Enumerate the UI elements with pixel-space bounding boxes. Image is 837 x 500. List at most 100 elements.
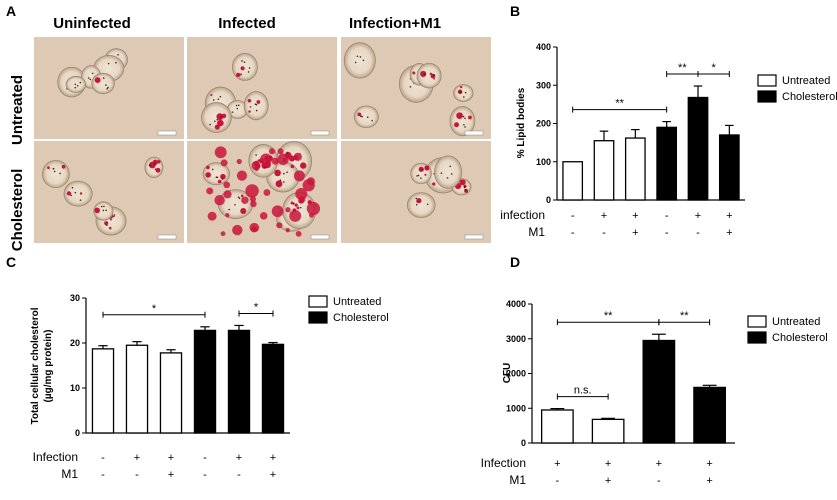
y-tick-label: 0 bbox=[75, 428, 80, 438]
cell-shape bbox=[449, 106, 476, 137]
granule bbox=[105, 209, 107, 212]
lipid-body bbox=[216, 113, 224, 121]
granule bbox=[59, 172, 61, 175]
granule bbox=[231, 111, 234, 113]
granule bbox=[107, 86, 109, 89]
condition-sign: + bbox=[632, 210, 638, 222]
lipid-body bbox=[256, 100, 261, 104]
significance-label: ** bbox=[604, 310, 613, 322]
lipid-body bbox=[214, 124, 220, 130]
lipid-body bbox=[424, 165, 430, 171]
bar bbox=[693, 386, 727, 444]
granule bbox=[464, 117, 466, 120]
cell-shape bbox=[406, 192, 436, 218]
granule bbox=[249, 106, 252, 108]
panel-d-chart: D 0 1000 2000 3000 4000 CFU n.s. ** ** Infection + +… bbox=[481, 254, 828, 487]
condition-sign: + bbox=[656, 458, 662, 470]
panel-c-chart: C 0 10 20 30 Total cellular cholesterol (µg/mg… bbox=[6, 254, 389, 481]
lipid-body bbox=[223, 181, 231, 189]
legend-label: Untreated bbox=[772, 316, 820, 328]
granule bbox=[74, 83, 77, 86]
condition-label: infection bbox=[500, 208, 545, 222]
lipid-body bbox=[277, 148, 284, 155]
granule bbox=[209, 123, 211, 126]
significance-label: * bbox=[254, 301, 259, 313]
granule bbox=[255, 109, 258, 112]
lipid-body bbox=[236, 158, 242, 165]
granule bbox=[221, 178, 224, 180]
granule bbox=[446, 177, 449, 179]
granule bbox=[113, 215, 115, 218]
lipid-body bbox=[275, 180, 283, 188]
granule bbox=[237, 104, 240, 107]
lipid-body bbox=[214, 146, 227, 159]
lipid-body bbox=[217, 119, 224, 127]
lipid-body bbox=[250, 200, 257, 208]
y-axis-label: Total cellular cholesterol bbox=[30, 307, 41, 424]
cell-shape bbox=[243, 91, 269, 121]
condition-sign: - bbox=[665, 210, 669, 222]
granule bbox=[103, 205, 105, 208]
condition-sign: - bbox=[203, 469, 207, 481]
condition-sign: + bbox=[695, 210, 701, 222]
legend-swatch bbox=[747, 315, 767, 328]
micrograph-grid bbox=[34, 37, 491, 243]
granule bbox=[52, 167, 55, 170]
lipid-body bbox=[156, 159, 161, 164]
legend-label: Cholesterol bbox=[333, 312, 389, 324]
granule bbox=[463, 186, 466, 189]
lipid-body bbox=[245, 184, 259, 198]
lipid-body bbox=[300, 162, 307, 169]
micrograph-cholesterol-infected bbox=[187, 140, 337, 243]
lipid-body bbox=[220, 173, 226, 180]
granule bbox=[106, 88, 108, 90]
granule bbox=[356, 55, 359, 58]
y-tick-label: 400 bbox=[536, 42, 551, 52]
granule bbox=[362, 59, 365, 62]
lipid-body bbox=[236, 170, 248, 181]
lipid-body bbox=[217, 179, 222, 184]
scale-bar bbox=[157, 130, 177, 136]
condition-label: M1 bbox=[61, 467, 78, 481]
condition-label: M1 bbox=[528, 225, 545, 239]
y-tick-label: 200 bbox=[536, 119, 551, 129]
bar bbox=[125, 344, 149, 434]
granule bbox=[102, 77, 105, 79]
granule bbox=[113, 214, 116, 216]
granule bbox=[286, 171, 288, 173]
lipid-body bbox=[293, 170, 305, 182]
granule bbox=[463, 123, 465, 126]
granule bbox=[247, 71, 250, 73]
granule bbox=[91, 72, 94, 75]
granule bbox=[241, 60, 243, 62]
granule bbox=[415, 197, 418, 200]
lipid-body bbox=[289, 209, 302, 222]
condition-sign: - bbox=[556, 475, 560, 487]
y-tick-label: 0 bbox=[546, 195, 551, 205]
cell-shape bbox=[231, 53, 258, 81]
condition-sign: - bbox=[571, 227, 575, 239]
bar bbox=[624, 137, 646, 201]
granule bbox=[216, 176, 219, 179]
granule bbox=[87, 77, 90, 79]
granule bbox=[433, 77, 435, 80]
condition-label: M1 bbox=[509, 473, 526, 487]
granule bbox=[76, 84, 79, 87]
lipid-body bbox=[251, 226, 258, 233]
granule bbox=[154, 168, 157, 171]
lipid-body bbox=[285, 228, 290, 233]
scale-bar bbox=[310, 130, 330, 136]
legend-label: Cholesterol bbox=[782, 91, 837, 103]
granule bbox=[211, 168, 214, 171]
granule bbox=[449, 165, 452, 168]
y-tick-label: 4000 bbox=[506, 299, 526, 309]
lipid-body bbox=[295, 187, 308, 200]
lipid-body bbox=[276, 222, 283, 229]
y-tick-label: 100 bbox=[536, 157, 551, 167]
lipid-body bbox=[260, 153, 272, 166]
bar bbox=[159, 352, 183, 434]
condition-sign: + bbox=[168, 452, 174, 464]
bar bbox=[562, 161, 584, 201]
micrograph-cholesterol-uninfected bbox=[34, 141, 184, 243]
lipid-body bbox=[223, 190, 232, 199]
